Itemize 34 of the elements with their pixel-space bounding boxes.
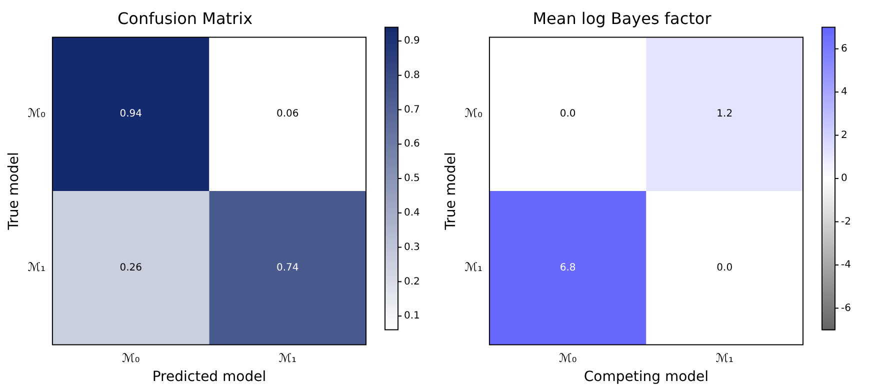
data-label: 0.06 [276,108,299,120]
data-label: 0.74 [276,262,299,274]
data-label: 0.0 [716,262,733,274]
color-bar-label: -4 [841,260,851,271]
x-axis-title: Predicted model [152,369,266,386]
x-axis-title: Competing model [584,369,709,386]
color-bar-label: -6 [841,302,851,314]
x-tick-label: ℳ₀ [559,351,577,366]
data-label: 0.94 [120,108,142,120]
color-bar-label: 0.9 [404,36,420,47]
color-bar-label: 0.4 [404,207,420,218]
color-bar-label: 0.2 [404,276,420,288]
color-bar-label: 0 [841,173,848,184]
color-bar-label: -2 [841,216,851,228]
data-label: 6.8 [560,262,576,274]
data-label: 0.0 [560,108,576,120]
color-bar-label: 0.3 [404,242,420,253]
y-axis-title: True model [443,152,460,231]
data-label: 0.26 [120,262,142,274]
data-label: 1.2 [716,108,733,120]
color-bar-label: 0.6 [404,138,420,150]
y-axis-title: True model [6,152,22,231]
color-bar-label: 0.1 [404,310,420,322]
x-tick-label: ℳ₁ [716,351,734,366]
color-bar-label: 2 [841,130,848,141]
chart-title: Mean log Bayes factor [532,8,712,28]
color-bar-label: 0.5 [404,173,420,184]
color-bar-label: 0.8 [404,70,420,81]
color-bar-label: 6 [841,43,848,54]
x-tick-label: ℳ₁ [278,351,297,366]
x-tick-label: ℳ₀ [122,351,140,366]
chart-title: Confusion Matrix [117,8,253,28]
color-bar-label: 0.7 [404,104,420,116]
color-bar-label: 4 [841,86,848,98]
